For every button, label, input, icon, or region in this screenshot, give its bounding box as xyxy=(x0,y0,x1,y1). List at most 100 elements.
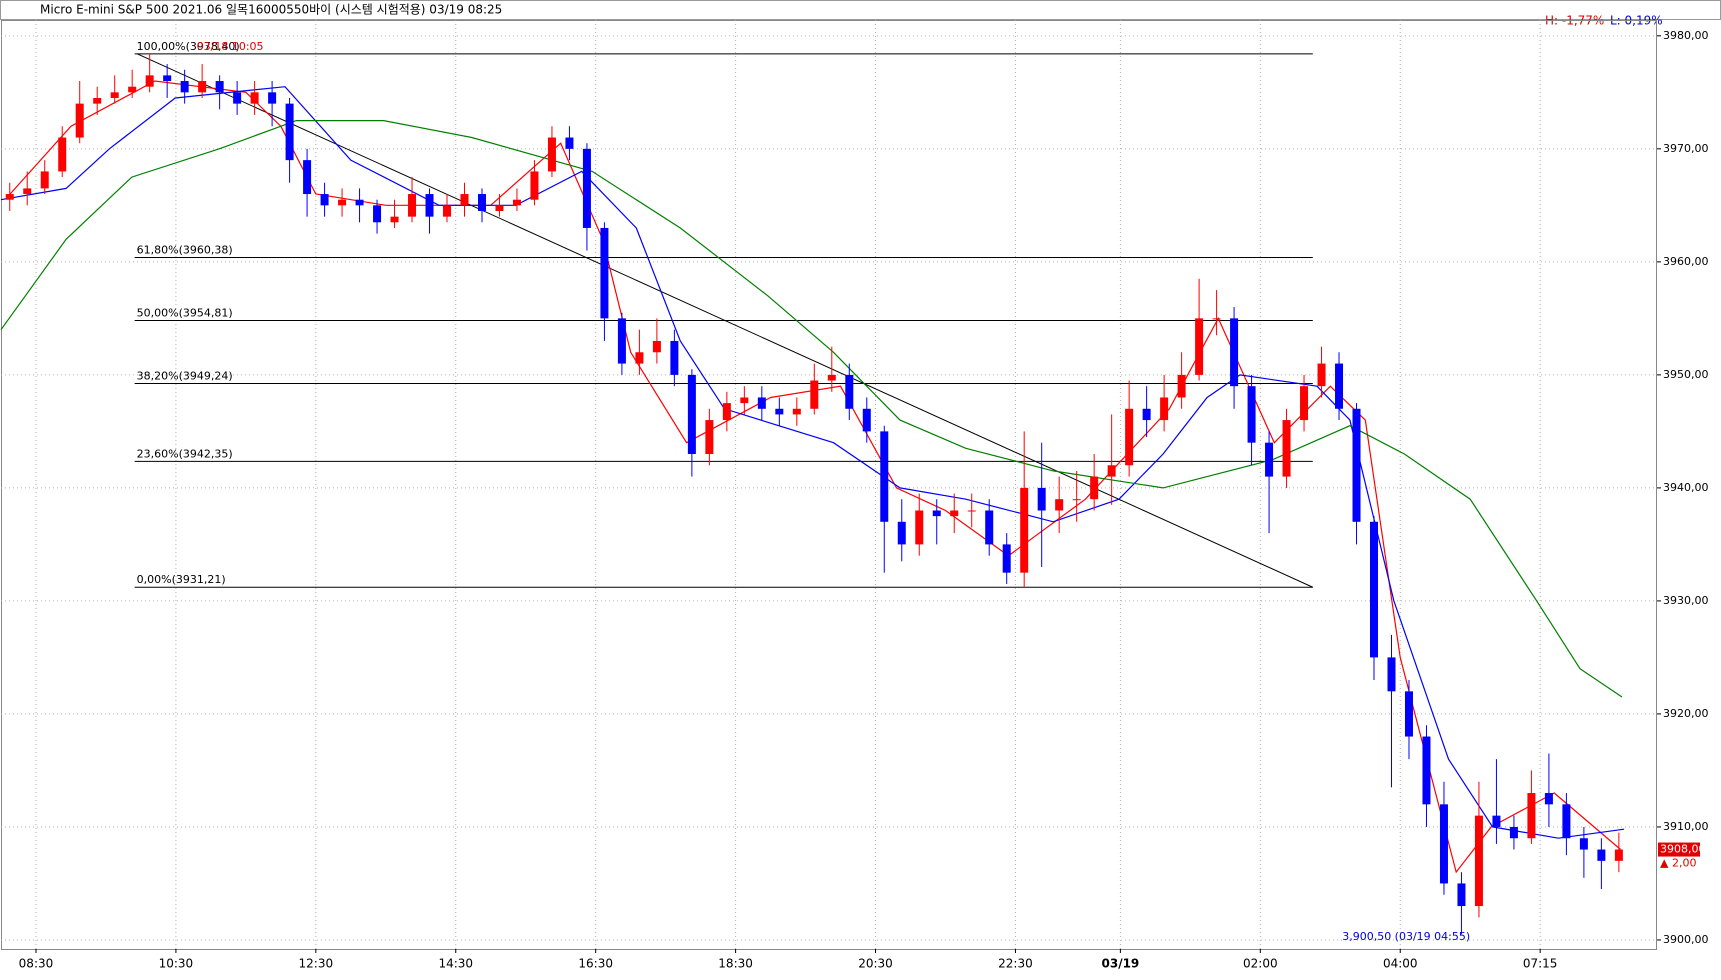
low-annotation: 3,900,50 (03/19 04:55) xyxy=(1342,930,1470,943)
candle-body xyxy=(1072,499,1081,501)
y-tick-label: 3970,00 xyxy=(1663,142,1709,155)
moving-average xyxy=(0,86,1625,839)
candle-body xyxy=(93,97,102,104)
y-tick-label: 3900,00 xyxy=(1663,933,1709,946)
candle-body xyxy=(530,171,539,200)
fib-label: 61,80%(3960,38) xyxy=(137,244,233,257)
candle-body xyxy=(1404,691,1413,737)
candle-body xyxy=(338,199,347,206)
x-tick-label: 20:30 xyxy=(858,957,893,971)
candle-body xyxy=(1300,386,1309,421)
fib-label: 38,20%(3949,24) xyxy=(137,369,233,382)
candle-body xyxy=(740,397,749,404)
candle-body xyxy=(722,403,731,421)
candle-body xyxy=(477,194,486,211)
candle-body xyxy=(460,194,469,206)
candle-body xyxy=(180,81,189,93)
candle-body xyxy=(792,408,801,415)
candle-body xyxy=(600,227,609,319)
candle-body xyxy=(495,205,504,211)
candle-body xyxy=(250,92,259,104)
chart-title: Micro E-mini S&P 500 2021.06 일목16000550바… xyxy=(40,3,502,17)
candle-body xyxy=(23,188,32,195)
candle-body xyxy=(845,374,854,409)
candle-body xyxy=(408,194,417,217)
x-tick-label: 10:30 xyxy=(159,957,194,971)
candle-body xyxy=(582,148,591,228)
candle-body xyxy=(75,103,84,138)
x-tick-label: 22:30 xyxy=(998,957,1033,971)
candle-body xyxy=(1370,521,1379,658)
candle-body xyxy=(1317,363,1326,387)
plot-frame xyxy=(1,20,1657,950)
y-tick-label: 3960,00 xyxy=(1663,255,1709,268)
y-tick-label: 3950,00 xyxy=(1663,368,1709,381)
candle-body xyxy=(687,374,696,454)
candle-body xyxy=(1002,544,1011,573)
candle-body xyxy=(58,137,67,172)
candle-body xyxy=(670,340,679,375)
candle-body xyxy=(145,75,154,87)
candle-body xyxy=(355,199,364,206)
candle-body xyxy=(303,160,312,195)
candle-body xyxy=(512,199,521,206)
x-tick-label: 08:30 xyxy=(19,957,54,971)
y-tick-label: 3920,00 xyxy=(1663,707,1709,720)
candle-body xyxy=(932,510,941,517)
candle-body xyxy=(880,431,889,522)
candle-body xyxy=(547,137,556,172)
moving-average xyxy=(0,120,1623,698)
last-price: 3908,00 xyxy=(1660,843,1706,856)
candle-body xyxy=(390,216,399,223)
candle-body xyxy=(565,137,574,149)
candle-body xyxy=(985,510,994,545)
y-tick-label: 3930,00 xyxy=(1663,594,1709,607)
candle-body xyxy=(1282,420,1291,477)
price-change: ▲ 2,00 xyxy=(1660,857,1696,870)
candle-body xyxy=(443,205,452,217)
candle-body xyxy=(635,352,644,364)
high-annotation: 03/18 10:05 xyxy=(197,40,264,53)
candle-body xyxy=(1090,476,1099,500)
candle-body xyxy=(1562,804,1571,839)
candle-body xyxy=(373,205,382,223)
moving-average xyxy=(9,80,1621,874)
x-tick-label: 02:00 xyxy=(1243,957,1278,971)
candle-body xyxy=(198,81,207,93)
x-tick-label: 14:30 xyxy=(438,957,473,971)
candle-body xyxy=(1474,815,1483,907)
candle-body xyxy=(1212,318,1221,320)
candle-body xyxy=(1160,397,1169,421)
candle-body xyxy=(1230,318,1239,387)
fib-label: 0,00%(3931,21) xyxy=(137,573,226,586)
y-tick-label: 3940,00 xyxy=(1663,481,1709,494)
x-tick-label: 03/19 xyxy=(1102,957,1140,971)
candle-body xyxy=(1352,408,1361,522)
candle-body xyxy=(1177,374,1186,398)
candle-body xyxy=(1107,465,1116,477)
candle-body xyxy=(163,75,172,82)
candle-body xyxy=(1509,826,1518,839)
candle-body xyxy=(1527,793,1536,839)
candle-body xyxy=(215,81,224,93)
candle-body xyxy=(1614,849,1623,861)
candle-body xyxy=(950,510,959,517)
candle-body xyxy=(1055,499,1064,511)
candle-body xyxy=(827,374,836,381)
candle-body xyxy=(862,408,871,432)
candle-body xyxy=(1597,849,1606,861)
candle-body xyxy=(1457,883,1466,907)
fib-label: 50,00%(3954,81) xyxy=(137,307,233,320)
candle-body xyxy=(757,397,766,409)
x-tick-label: 16:30 xyxy=(578,957,613,971)
candle-body xyxy=(285,103,294,161)
candle-body xyxy=(897,521,906,545)
candle-body xyxy=(1492,815,1501,827)
candle-body xyxy=(40,171,49,189)
last-price-box xyxy=(1658,842,1700,857)
trendline xyxy=(137,53,1313,588)
candle-body xyxy=(810,380,819,409)
candle-body xyxy=(1142,408,1151,421)
y-tick-label: 3980,00 xyxy=(1663,29,1709,42)
